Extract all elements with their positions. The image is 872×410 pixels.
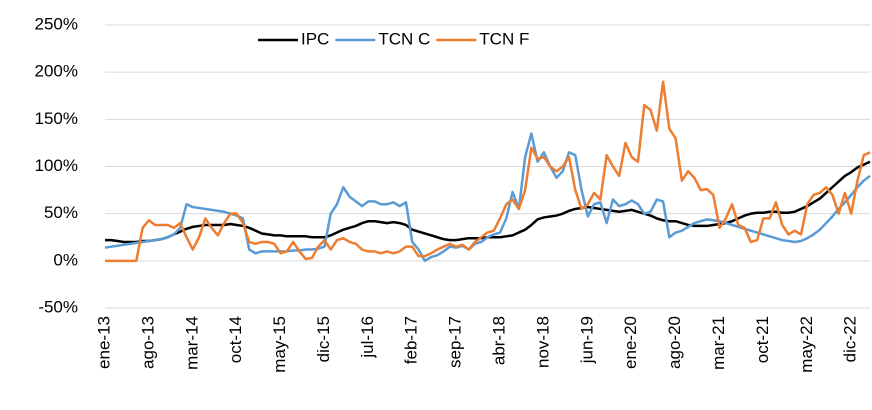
y-tick-label: 250%: [35, 14, 78, 33]
x-tick-label: may-22: [797, 316, 816, 373]
x-tick-label: feb-17: [402, 316, 421, 364]
x-tick-label: mar-21: [709, 316, 728, 370]
x-tick-label: may-15: [270, 316, 289, 373]
x-tick-label: jun-19: [577, 316, 596, 364]
legend-label: IPC: [301, 29, 329, 48]
legend-label: TCN F: [479, 29, 529, 48]
legend-label: TCN C: [378, 29, 430, 48]
x-tick-label: mar-14: [182, 316, 201, 370]
x-tick-label: sep-17: [446, 316, 465, 368]
y-tick-label: 200%: [35, 62, 78, 81]
x-tick-label: nov-18: [533, 316, 552, 368]
x-tick-label: ene-20: [621, 316, 640, 369]
x-tick-label: ago-20: [665, 316, 684, 369]
x-tick-label: ene-13: [94, 316, 113, 369]
x-tick-label: oct-21: [753, 316, 772, 363]
x-tick-label: dic-15: [314, 316, 333, 362]
y-tick-label: 0%: [53, 250, 78, 269]
x-tick-label: ago-13: [138, 316, 157, 369]
y-tick-label: 50%: [44, 203, 78, 222]
legend: IPC TCN C TCN F: [258, 29, 529, 48]
x-tick-label: oct-14: [226, 316, 245, 363]
y-tick-label: 100%: [35, 156, 78, 175]
x-tick-label: abr-18: [490, 316, 509, 365]
y-tick-label: 150%: [35, 109, 78, 128]
x-tick-label: jul-16: [358, 316, 377, 359]
x-tick-label: dic-22: [841, 316, 860, 362]
y-tick-label: -50%: [38, 297, 78, 316]
line-series: [105, 80, 871, 263]
